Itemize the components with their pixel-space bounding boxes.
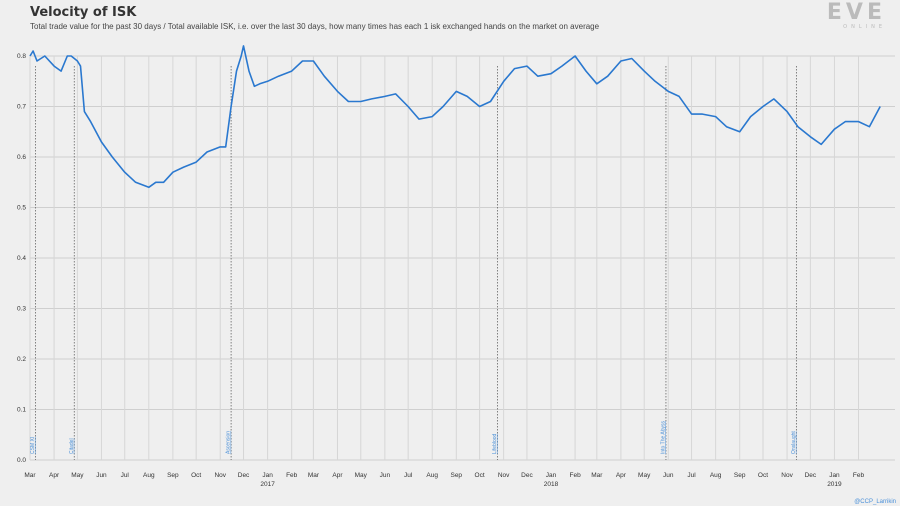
x-tick-label: Mar (308, 472, 320, 479)
x-tick-label: Oct (191, 472, 201, 479)
event-label: Ascension (226, 431, 232, 454)
x-tick-label: Jul (121, 472, 130, 479)
y-tick-label: 0.4 (17, 255, 26, 262)
grid (29, 55, 895, 461)
x-tick-label: Oct (475, 472, 485, 479)
chart-subtitle: Total trade value for the past 30 days /… (30, 22, 600, 31)
event-markers: CSM XI Citadel Ascension Lifeblood Into The … (30, 66, 797, 460)
x-tick-label: Nov (214, 472, 226, 479)
x-tick-label: Jun (96, 472, 107, 479)
x-tick-label: May (355, 472, 368, 479)
x-tick-label: Jan (262, 472, 273, 479)
x-tick-label: Mar (24, 472, 36, 479)
x-tick-label: Jan (546, 472, 557, 479)
x-year-label: 2019 (827, 481, 842, 488)
x-tick-label: Jan (829, 472, 840, 479)
x-tick-label: Sep (167, 472, 179, 479)
x-tick-label: Aug (710, 472, 722, 479)
event-label: Lifeblood (492, 433, 498, 454)
event-label: CSM XI (30, 437, 36, 454)
x-year-label: 2017 (260, 481, 275, 488)
chart-title: Velocity of ISK (30, 5, 137, 20)
logo-main-text: EVE (826, 0, 886, 25)
x-tick-label: Feb (853, 472, 865, 479)
logo-sub-text: ONLINE (843, 24, 886, 30)
y-tick-label: 0.8 (17, 53, 26, 60)
x-tick-label: Jun (380, 472, 391, 479)
series-layer (29, 45, 881, 189)
x-tick-label: Aug (426, 472, 438, 479)
x-tick-label: Sep (734, 472, 746, 479)
x-tick-label: Mar (591, 472, 603, 479)
x-tick-label: Apr (332, 472, 343, 479)
y-tick-label: 0.2 (17, 356, 26, 363)
y-tick-label: 0.0 (17, 457, 26, 464)
x-tick-label: May (638, 472, 651, 479)
x-tick-label: Apr (616, 472, 627, 479)
y-tick-label: 0.6 (17, 154, 26, 161)
x-tick-label: Feb (569, 472, 581, 479)
event-label: Into The Abyss (660, 421, 666, 454)
x-tick-label: Oct (758, 472, 768, 479)
event-label: Onslaught (791, 431, 797, 454)
x-year-label: 2018 (544, 481, 559, 488)
x-tick-label: Jul (687, 472, 696, 479)
velocity-series-line (29, 45, 881, 189)
y-tick-label: 0.3 (17, 306, 26, 313)
y-tick-label: 0.7 (17, 104, 26, 111)
x-axis: Mar Apr May Jun Jul Aug Sep Oct Nov Dec Jan 2017 Feb… (24, 472, 864, 488)
eve-online-logo: EVE ONLINE (826, 0, 886, 31)
x-tick-label: Dec (521, 472, 533, 479)
y-axis: 0.0 0.1 0.2 0.3 0.4 0.5 0.6 0.7 0.8 (17, 53, 26, 464)
x-tick-label: Jun (663, 472, 674, 479)
x-tick-label: Apr (49, 472, 60, 479)
x-tick-label: May (71, 472, 84, 479)
x-tick-label: Dec (805, 472, 817, 479)
y-tick-label: 0.1 (17, 407, 26, 414)
x-tick-label: Feb (286, 472, 298, 479)
x-tick-label: Aug (143, 472, 155, 479)
x-tick-label: Nov (498, 472, 510, 479)
x-tick-label: Jul (404, 472, 413, 479)
x-tick-label: Sep (450, 472, 462, 479)
x-tick-label: Nov (781, 472, 793, 479)
x-tick-label: Dec (238, 472, 250, 479)
y-tick-label: 0.5 (17, 205, 26, 212)
author-credit: @CCP_Larrikin (854, 499, 896, 505)
event-label: Citadel (69, 438, 75, 454)
